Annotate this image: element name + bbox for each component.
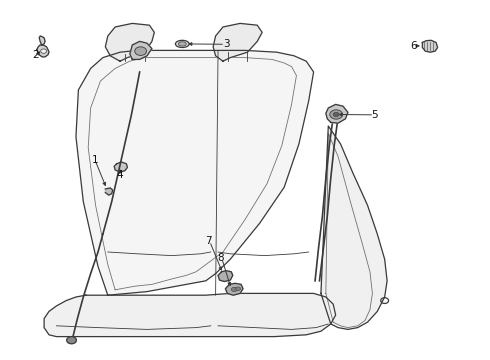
Polygon shape [114, 162, 127, 172]
Polygon shape [218, 271, 233, 282]
Ellipse shape [178, 42, 186, 46]
Circle shape [231, 287, 237, 292]
Circle shape [330, 110, 343, 119]
Polygon shape [105, 188, 113, 195]
Polygon shape [44, 293, 336, 337]
Circle shape [135, 47, 147, 55]
Circle shape [236, 287, 241, 291]
Circle shape [67, 337, 76, 344]
Polygon shape [213, 23, 262, 61]
Polygon shape [39, 36, 45, 45]
Polygon shape [422, 40, 438, 52]
Polygon shape [76, 50, 314, 295]
Text: 2: 2 [32, 50, 39, 60]
Text: 1: 1 [92, 155, 99, 165]
Text: 5: 5 [371, 110, 378, 120]
Polygon shape [321, 126, 387, 329]
Text: 6: 6 [410, 41, 416, 51]
Text: 8: 8 [218, 253, 224, 264]
Text: 3: 3 [223, 39, 230, 49]
Polygon shape [105, 23, 154, 61]
Ellipse shape [175, 40, 189, 48]
Polygon shape [326, 104, 348, 123]
Circle shape [41, 49, 47, 53]
Circle shape [333, 112, 339, 117]
Polygon shape [37, 45, 49, 57]
Polygon shape [225, 283, 243, 295]
Polygon shape [130, 41, 152, 59]
Text: 7: 7 [205, 236, 212, 246]
Text: 4: 4 [117, 170, 123, 180]
